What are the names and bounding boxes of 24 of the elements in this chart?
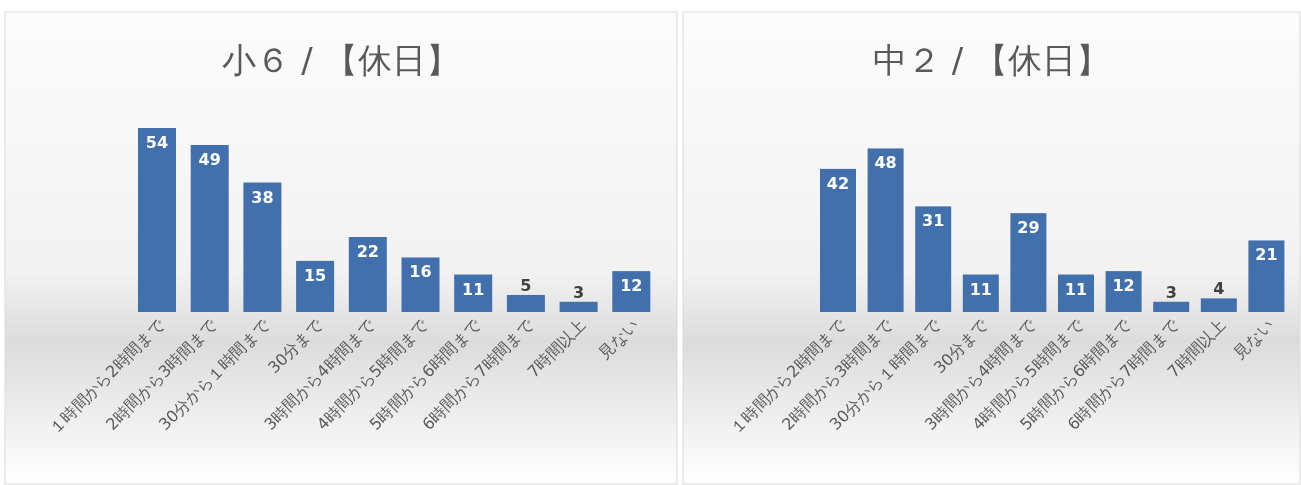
data-label: 31: [922, 211, 945, 231]
chart-title: 小６ / 【休日】: [222, 40, 460, 80]
chart-title: 中２ / 【休日】: [872, 40, 1111, 80]
data-label: 38: [251, 187, 274, 207]
data-label: 48: [874, 153, 897, 173]
data-label: 21: [1255, 245, 1278, 265]
data-label: 15: [303, 265, 327, 285]
data-label: 16: [409, 262, 432, 282]
data-label: 3: [573, 282, 585, 302]
data-label: 42: [826, 173, 850, 193]
data-label: 11: [462, 279, 485, 299]
data-label: 5: [520, 275, 532, 295]
data-label: 4: [1213, 279, 1225, 299]
data-label: 12: [1112, 276, 1135, 296]
data-label: 29: [1017, 218, 1040, 238]
x-tick-label: 見ない: [1229, 315, 1278, 363]
data-label: 11: [1064, 279, 1088, 299]
data-label: 49: [198, 150, 221, 170]
data-label: 54: [145, 133, 169, 152]
data-label: 12: [620, 276, 643, 296]
data-label: 11: [969, 279, 992, 299]
data-label: 3: [1165, 282, 1177, 302]
data-label: 22: [356, 242, 379, 262]
x-tick-label: 見ない: [594, 315, 643, 363]
